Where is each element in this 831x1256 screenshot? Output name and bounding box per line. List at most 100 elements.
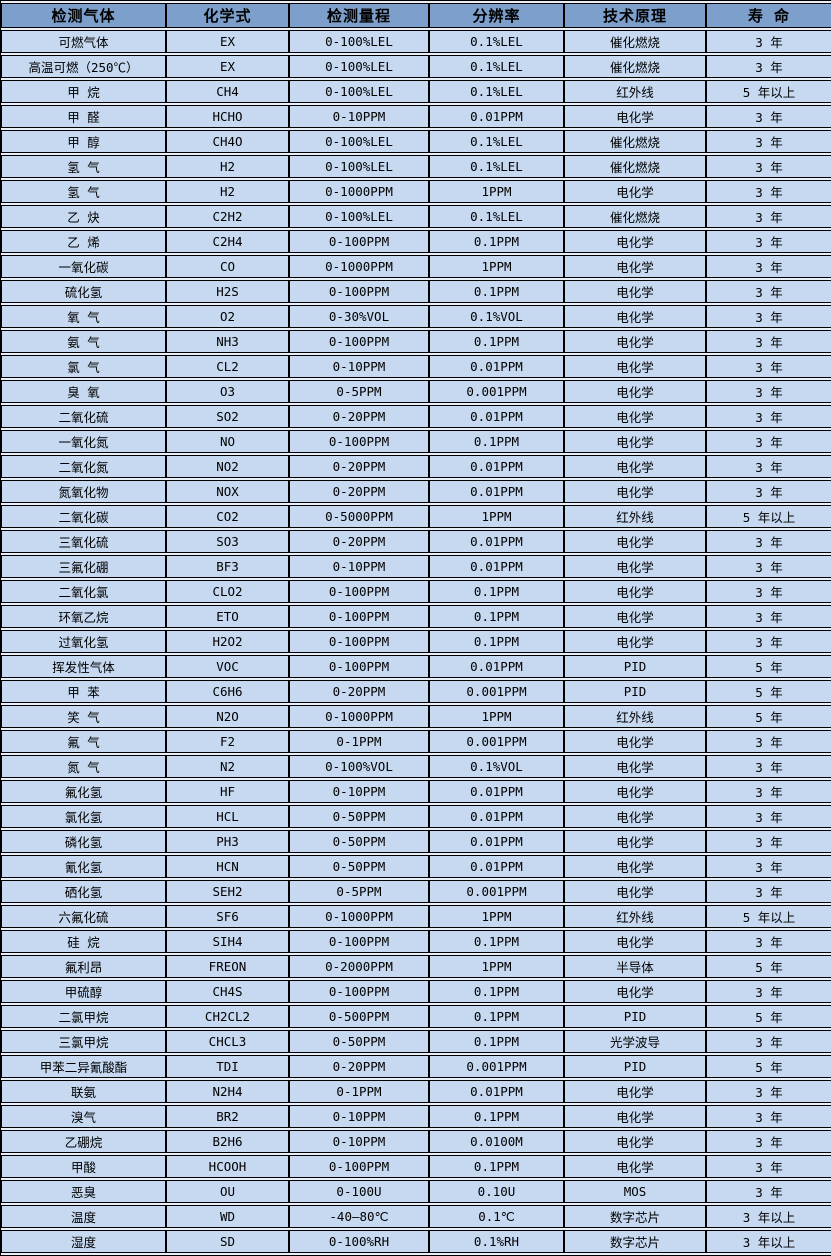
table-cell: 5 年 [706, 1005, 831, 1028]
table-cell: 0-30%VOL [289, 305, 429, 328]
table-cell: 红外线 [564, 505, 706, 528]
table-cell: CH2CL2 [166, 1005, 289, 1028]
table-cell: CH4O [166, 130, 289, 153]
table-cell: C2H4 [166, 230, 289, 253]
table-cell: 0.1PPM [429, 1105, 564, 1128]
table-cell: 0.01PPM [429, 355, 564, 378]
table-cell: 0-1000PPM [289, 905, 429, 928]
table-cell: 电化学 [564, 755, 706, 778]
table-cell: 0-100PPM [289, 980, 429, 1003]
table-cell: 5 年 [706, 1055, 831, 1078]
table-cell: 0.001PPM [429, 730, 564, 753]
table-cell: 三氯甲烷 [1, 1030, 166, 1053]
table-cell: HCHO [166, 105, 289, 128]
table-cell: H2 [166, 155, 289, 178]
table-cell: 0-100PPM [289, 930, 429, 953]
table-cell: 0-20PPM [289, 530, 429, 553]
table-row: 二氧化硫 SO2 0-20PPM 0.01PPM 电化学 3 年 [1, 405, 831, 428]
table-cell: 0-1PPM [289, 730, 429, 753]
table-cell: 硅 烷 [1, 930, 166, 953]
table-cell: 0-100%VOL [289, 755, 429, 778]
table-cell: 0-1000PPM [289, 180, 429, 203]
table-cell: BR2 [166, 1105, 289, 1128]
table-cell: NH3 [166, 330, 289, 353]
table-row: 温度 WD -40—80℃ 0.1℃ 数字芯片 3 年以上 [1, 1205, 831, 1228]
table-cell: 5 年 [706, 680, 831, 703]
table-cell: 0-100PPM [289, 230, 429, 253]
table-cell: 氯 气 [1, 355, 166, 378]
table-cell: 3 年 [706, 880, 831, 903]
table-row: 挥发性气体 VOC 0-100PPM 0.01PPM PID 5 年 [1, 655, 831, 678]
table-cell: 三氟化硼 [1, 555, 166, 578]
table-cell: CH4 [166, 80, 289, 103]
table-cell: 0-50PPM [289, 830, 429, 853]
table-row: 高温可燃（250℃） EX 0-100%LEL 0.1%LEL 催化燃烧 3 年 [1, 55, 831, 78]
table-row: 二氧化氯 CLO2 0-100PPM 0.1PPM 电化学 3 年 [1, 580, 831, 603]
table-cell: 3 年 [706, 630, 831, 653]
column-header-resolution: 分辨率 [429, 3, 564, 28]
table-cell: 5 年以上 [706, 905, 831, 928]
table-cell: 0.1%LEL [429, 80, 564, 103]
table-cell: 二氧化硫 [1, 405, 166, 428]
table-cell: 3 年 [706, 405, 831, 428]
table-cell: 0-10PPM [289, 355, 429, 378]
table-cell: 0-5000PPM [289, 505, 429, 528]
table-cell: 3 年 [706, 105, 831, 128]
table-cell: 电化学 [564, 930, 706, 953]
table-cell: 甲 烷 [1, 80, 166, 103]
table-cell: 湿度 [1, 1230, 166, 1253]
table-cell: 氧 气 [1, 305, 166, 328]
table-row: 湿度 SD 0-100%RH 0.1%RH 数字芯片 3 年以上 [1, 1230, 831, 1253]
table-row: 三氯甲烷 CHCL3 0-50PPM 0.1PPM 光学波导 3 年 [1, 1030, 831, 1053]
table-row: 一氧化氮 NO 0-100PPM 0.1PPM 电化学 3 年 [1, 430, 831, 453]
table-cell: 0-100PPM [289, 580, 429, 603]
table-cell: 甲硫醇 [1, 980, 166, 1003]
table-cell: 数字芯片 [564, 1230, 706, 1253]
table-cell: 3 年 [706, 430, 831, 453]
table-cell: 0-100%LEL [289, 130, 429, 153]
table-cell: 3 年 [706, 455, 831, 478]
table-cell: 0.01PPM [429, 855, 564, 878]
table-cell: HCOOH [166, 1155, 289, 1178]
table-cell: 红外线 [564, 705, 706, 728]
table-cell: 0-1000PPM [289, 255, 429, 278]
table-cell: 3 年 [706, 805, 831, 828]
table-cell: 0-100%LEL [289, 155, 429, 178]
table-row: 乙 炔 C2H2 0-100%LEL 0.1%LEL 催化燃烧 3 年 [1, 205, 831, 228]
table-cell: 0.01PPM [429, 555, 564, 578]
table-cell: 3 年 [706, 180, 831, 203]
table-cell: 0.1%VOL [429, 755, 564, 778]
table-cell: 0-50PPM [289, 855, 429, 878]
table-cell: 挥发性气体 [1, 655, 166, 678]
table-cell: 半导体 [564, 955, 706, 978]
table-cell: 5 年 [706, 705, 831, 728]
table-cell: 电化学 [564, 180, 706, 203]
table-row: 氟化氢 HF 0-10PPM 0.01PPM 电化学 3 年 [1, 780, 831, 803]
table-cell: 光学波导 [564, 1030, 706, 1053]
table-cell: 氟化氢 [1, 780, 166, 803]
table-cell: 0.1PPM [429, 630, 564, 653]
column-header-formula: 化学式 [166, 3, 289, 28]
table-cell: 氨 气 [1, 330, 166, 353]
table-cell: PH3 [166, 830, 289, 853]
table-cell: HCL [166, 805, 289, 828]
table-row: 乙 烯 C2H4 0-100PPM 0.1PPM 电化学 3 年 [1, 230, 831, 253]
table-cell: 0.1%LEL [429, 30, 564, 53]
table-cell: 3 年 [706, 355, 831, 378]
table-row: 二氧化碳 CO2 0-5000PPM 1PPM 红外线 5 年以上 [1, 505, 831, 528]
table-row: 氯化氢 HCL 0-50PPM 0.01PPM 电化学 3 年 [1, 805, 831, 828]
table-cell: 1PPM [429, 955, 564, 978]
table-cell: NO [166, 430, 289, 453]
table-row: 磷化氢 PH3 0-50PPM 0.01PPM 电化学 3 年 [1, 830, 831, 853]
table-cell: 0-100PPM [289, 280, 429, 303]
table-cell: 1PPM [429, 905, 564, 928]
table-cell: 0.01PPM [429, 455, 564, 478]
table-cell: N2 [166, 755, 289, 778]
table-cell: 3 年 [706, 1030, 831, 1053]
table-cell: CHCL3 [166, 1030, 289, 1053]
table-cell: 0-5PPM [289, 380, 429, 403]
table-row: 硒化氢 SEH2 0-5PPM 0.001PPM 电化学 3 年 [1, 880, 831, 903]
table-cell: 高温可燃（250℃） [1, 55, 166, 78]
table-cell: O3 [166, 380, 289, 403]
